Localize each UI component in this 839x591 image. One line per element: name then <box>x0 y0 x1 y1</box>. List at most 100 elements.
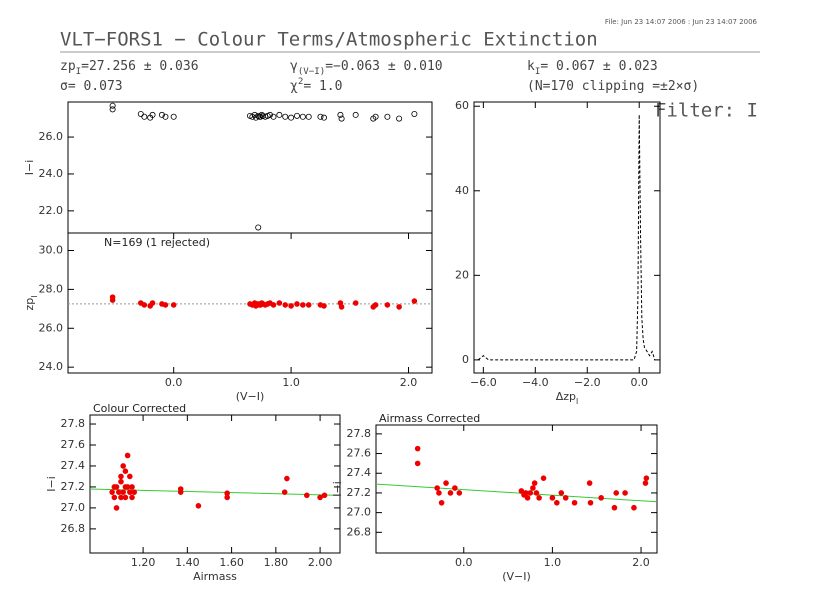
point <box>122 468 129 475</box>
point <box>321 303 327 309</box>
point <box>170 302 177 308</box>
x-tick-label: 2.0 <box>400 376 418 389</box>
annotation: N=169 (1 rejected) <box>104 236 210 249</box>
stat: (N=170 clipping =±2×σ) <box>527 79 699 94</box>
point <box>224 494 230 501</box>
text-part: I <box>30 295 39 297</box>
point <box>337 111 344 118</box>
point <box>586 480 593 486</box>
text-part: Δzp <box>556 390 576 403</box>
point <box>613 490 620 496</box>
file-info: File: Jun 23 14:07 2006 : Jun 23 14:07 2… <box>605 18 758 26</box>
point <box>384 113 391 120</box>
plot-frame <box>89 414 341 554</box>
y-tick-label: 26.8 <box>347 525 372 538</box>
y-tick-label: 40 <box>455 184 469 197</box>
point <box>631 504 637 511</box>
stat: γ(V−I)=−0.063 ± 0.010 <box>290 59 443 77</box>
y-tick-label: 27.8 <box>347 427 372 440</box>
y-tick-label: 27.0 <box>61 501 86 514</box>
plot-frame <box>67 101 433 234</box>
point <box>527 490 534 496</box>
point <box>536 495 542 501</box>
text-part: χ <box>290 79 298 94</box>
x-tick-label: −4.0 <box>522 376 549 389</box>
point <box>452 485 458 491</box>
x-tick-label: 0.0 <box>455 556 473 569</box>
x-tick-label: 1.0 <box>544 556 562 569</box>
y-tick-label: 27.6 <box>347 447 372 460</box>
text-part: zp <box>23 298 36 311</box>
point <box>195 503 202 509</box>
point <box>299 113 306 120</box>
point <box>113 505 120 511</box>
fit-line <box>375 483 658 503</box>
x-axis-label: (V−I) <box>502 570 531 583</box>
point <box>255 224 262 231</box>
point <box>111 484 118 490</box>
y-axis-label: I−i <box>331 481 344 497</box>
point <box>294 301 300 307</box>
point <box>258 111 265 118</box>
point <box>562 495 569 501</box>
point <box>305 302 312 308</box>
point <box>438 499 445 506</box>
y-tick-label: 27.8 <box>61 417 86 430</box>
y-axis-label: I−i <box>45 476 58 492</box>
point <box>149 111 156 118</box>
y-tick-label: 22.0 <box>39 204 64 217</box>
text-part: (V−I) <box>298 67 325 77</box>
text-part: γ <box>290 59 298 74</box>
y-tick-label: 20 <box>455 268 469 281</box>
text-part: (N=170 clipping =±2×σ) <box>527 79 699 94</box>
point <box>396 304 402 310</box>
point <box>284 475 290 482</box>
point <box>129 484 135 490</box>
y-tick-label: 28.0 <box>39 282 64 295</box>
point <box>111 494 118 501</box>
plot-frame <box>67 232 433 374</box>
point <box>530 485 536 491</box>
x-axis-label: (V−I) <box>236 390 265 403</box>
text-part: σ= 0.073 <box>60 79 123 94</box>
stat: χ2= 1.0 <box>290 77 342 94</box>
text-part: =−0.063 ± 0.010 <box>325 59 442 74</box>
point <box>120 489 126 495</box>
x-tick-label: −6.0 <box>470 376 497 389</box>
point <box>288 114 295 121</box>
point <box>270 302 277 308</box>
point <box>372 302 379 308</box>
x-axis-label: Airmass <box>193 570 237 583</box>
point <box>554 499 560 506</box>
point <box>122 494 129 501</box>
point <box>518 488 525 494</box>
point <box>414 460 421 467</box>
y-tick-label: 0 <box>462 353 469 366</box>
point <box>281 489 288 495</box>
point <box>611 504 618 511</box>
y-tick-label: 30.0 <box>39 244 64 257</box>
x-tick-label: 1.40 <box>175 556 200 569</box>
y-tick-label: 26.0 <box>39 130 64 143</box>
point <box>300 302 306 308</box>
x-tick-label: 1.80 <box>264 556 289 569</box>
point <box>321 492 328 499</box>
point <box>338 304 345 310</box>
point <box>533 490 540 496</box>
point <box>118 478 124 485</box>
point <box>447 490 454 496</box>
point <box>338 115 345 122</box>
point <box>317 113 324 120</box>
point <box>141 302 148 308</box>
point <box>109 106 116 113</box>
point <box>571 499 578 506</box>
point <box>120 463 126 469</box>
point <box>320 114 327 121</box>
text-part: k <box>527 59 535 74</box>
y-tick-label: 27.4 <box>61 459 86 472</box>
point <box>396 115 403 122</box>
point <box>276 111 283 118</box>
y-tick-label: 60 <box>455 99 469 112</box>
stat: kI= 0.067 ± 0.023 <box>527 59 658 77</box>
